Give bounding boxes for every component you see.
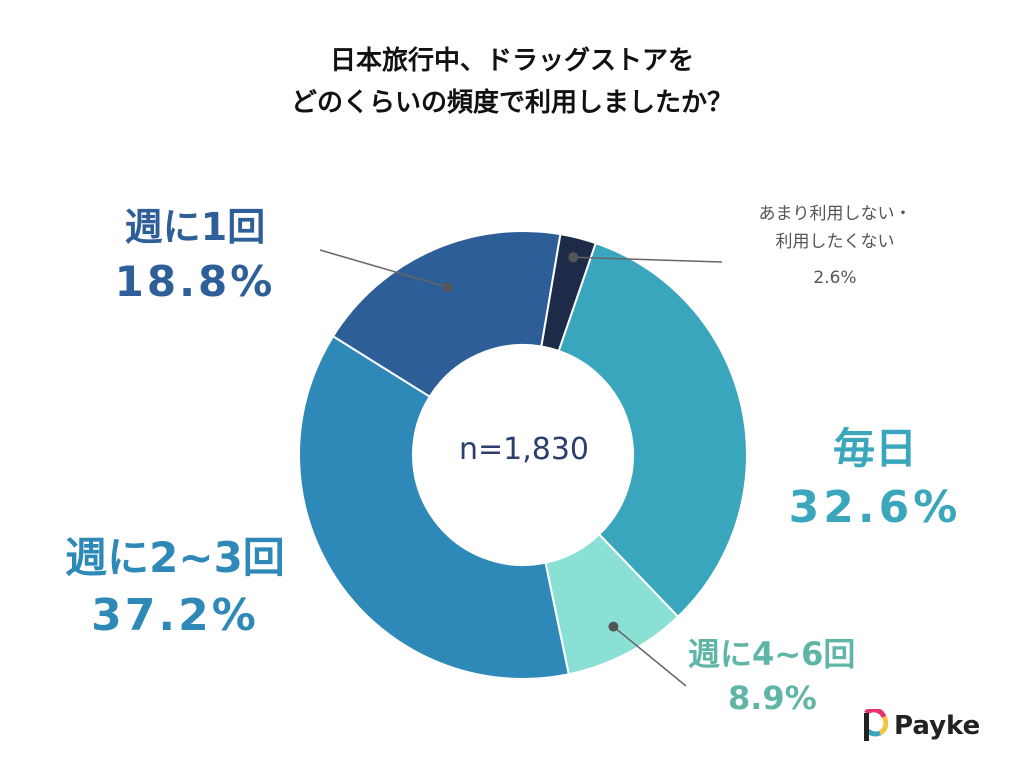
leader-dot-rarely [568, 252, 579, 263]
slice-label-weekly-2-3: 週に2~3回 37.2% [40, 530, 310, 646]
leader-line-weekly-once [319, 249, 448, 288]
slice-value-rarely: 2.6% [813, 268, 857, 288]
slice-value-weekly-2-3: 37.2% [91, 590, 259, 641]
chart-title: 日本旅行中、ドラッグストアを どのくらいの頻度で利用しましたか？ [0, 40, 1024, 124]
slice-name-weekly-4-6: 週に4~6回 [688, 635, 856, 673]
sample-size-label: n=1,830 [458, 432, 590, 467]
slice-label-weekly-4-6: 週に4~6回 8.9% [688, 632, 908, 720]
chart-title-line-2: どのくらいの頻度で利用しましたか？ [290, 88, 733, 118]
leader-line-rarely [573, 256, 723, 263]
leader-dot-weekly-4-6 [608, 621, 619, 632]
slice-name-daily: 毎日 [832, 424, 917, 473]
slice-weekly-once [331, 230, 562, 399]
slice-daily [557, 241, 748, 619]
slice-value-daily: 32.6% [788, 482, 962, 533]
slice-label-weekly-once: 週に1回 18.8% [95, 200, 295, 310]
brand-name: Payke [894, 711, 981, 741]
leader-lines [319, 249, 723, 687]
slice-value-weekly-4-6: 8.9% [728, 679, 817, 717]
slice-value-weekly-once: 18.8% [114, 257, 276, 306]
brand-logo: Payke [862, 706, 980, 746]
payke-logo-icon [864, 709, 888, 741]
leader-dot-weekly-once [442, 282, 453, 293]
slice-name-weekly-once: 週に1回 [124, 205, 266, 249]
slice-name-weekly-2-3: 週に2~3回 [65, 533, 285, 582]
slice-label-daily: 毎日 32.6% [765, 420, 985, 538]
leader-line-weekly-4-6 [612, 626, 687, 687]
donut-slices [298, 230, 748, 680]
slice-weekly-2-3 [298, 334, 570, 680]
chart-title-line-1: 日本旅行中、ドラッグストアを [329, 46, 694, 76]
slice-name-rarely: あまり利用しない・ 利用したくない [758, 204, 912, 252]
slice-label-rarely: あまり利用しない・ 利用したくない 2.6% [715, 200, 955, 292]
